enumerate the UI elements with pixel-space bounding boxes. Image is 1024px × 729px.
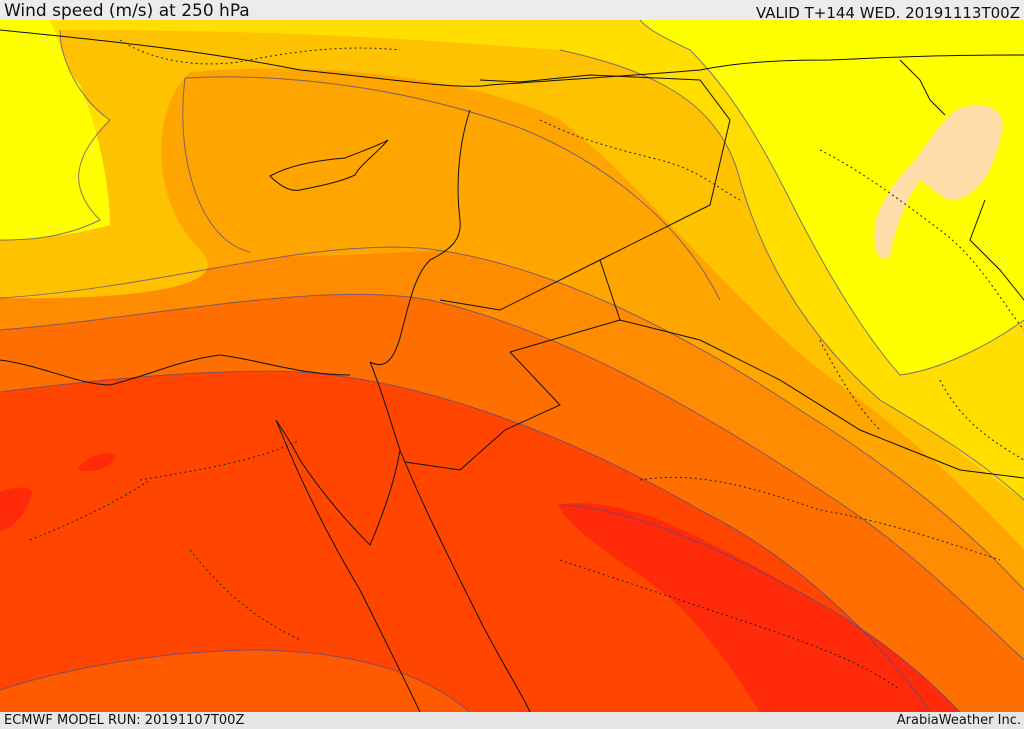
band-peach [874,105,1003,259]
band-orange-south [0,650,470,712]
band-deep-red-west [0,487,32,532]
header-bar: Wind speed (m/s) at 250 hPa VALID T+144 … [0,0,1024,22]
map-canvas [0,20,1024,712]
band-deep-red [558,503,960,712]
borders [0,29,1024,712]
model-run-label: ECMWF MODEL RUN: 20191107T00Z [4,713,245,728]
band-deep-red-spot [78,453,116,472]
band-yellow-west [0,20,110,240]
footer-bar: ECMWF MODEL RUN: 20191107T00Z ArabiaWeat… [0,712,1024,729]
credit-label: ArabiaWeather Inc. [896,713,1021,728]
province-boundaries [29,39,1024,691]
band-orange-light-levant [182,76,721,300]
wind-speed-map [0,20,1024,712]
map-title: Wind speed (m/s) at 250 hPa [4,1,250,21]
band-yellow [640,20,1024,375]
isotach-contours [0,20,1024,712]
valid-time: VALID T+144 WED. 20191113T00Z [755,4,1020,22]
